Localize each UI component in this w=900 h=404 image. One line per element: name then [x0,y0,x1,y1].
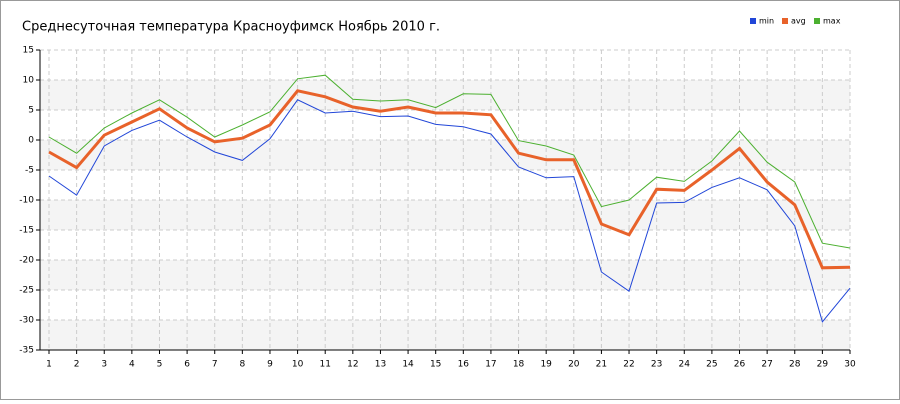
grid-band [40,140,850,170]
y-tick-label: -35 [19,346,34,356]
x-tick-label: 26 [734,360,746,370]
legend-swatch [750,18,756,24]
x-tick-label: 17 [485,360,496,370]
x-tick-label: 19 [540,360,552,370]
x-tick-label: 20 [568,360,580,370]
x-tick-label: 24 [679,360,691,370]
series-line [48,74,851,249]
grid-band [40,260,850,290]
grid-band [40,80,850,110]
x-tick-label: 30 [844,360,856,370]
x-tick-label: 4 [129,360,135,370]
x-tick-label: 15 [430,360,441,370]
x-tick-label: 6 [184,360,190,370]
series-line [48,99,851,323]
grid-band [40,200,850,230]
x-tick-label: 3 [101,360,107,370]
x-tick-label: 10 [292,360,304,370]
y-tick-label: -5 [25,166,34,176]
x-tick-label: 13 [375,360,386,370]
y-tick-label: 10 [23,76,35,86]
x-tick-label: 9 [267,360,273,370]
x-tick-label: 14 [402,360,414,370]
y-tick-label: -25 [19,286,34,296]
x-tick-label: 2 [74,360,80,370]
x-tick-label: 23 [651,360,662,370]
y-tick-label: -30 [19,316,34,326]
x-tick-label: 8 [239,360,245,370]
x-tick-label: 25 [706,360,717,370]
y-tick-label: -10 [19,196,34,206]
x-tick-label: 1 [46,360,52,370]
legend-label: max [823,17,841,26]
x-tick-label: 11 [319,360,330,370]
legend-swatch [814,18,820,24]
legend-label: min [759,17,774,26]
grid-band [40,320,850,350]
x-tick-label: 12 [347,360,358,370]
legend-label: avg [791,17,806,26]
x-tick-label: 5 [157,360,163,370]
series-line [48,89,851,270]
y-tick-label: -20 [19,256,34,266]
x-tick-label: 21 [596,360,607,370]
x-tick-label: 28 [789,360,801,370]
y-tick-label: 5 [28,106,34,116]
legend-swatch [782,18,788,24]
x-tick-label: 22 [623,360,634,370]
x-tick-label: 16 [458,360,470,370]
x-tick-label: 7 [212,360,218,370]
x-tick-label: 27 [761,360,772,370]
x-tick-label: 18 [513,360,525,370]
y-tick-label: -15 [19,226,34,236]
x-tick-label: 29 [817,360,829,370]
y-tick-label: 0 [28,136,34,146]
chart-title: Среднесуточная температура Красноуфимск … [22,20,440,35]
y-tick-label: 15 [23,46,34,56]
